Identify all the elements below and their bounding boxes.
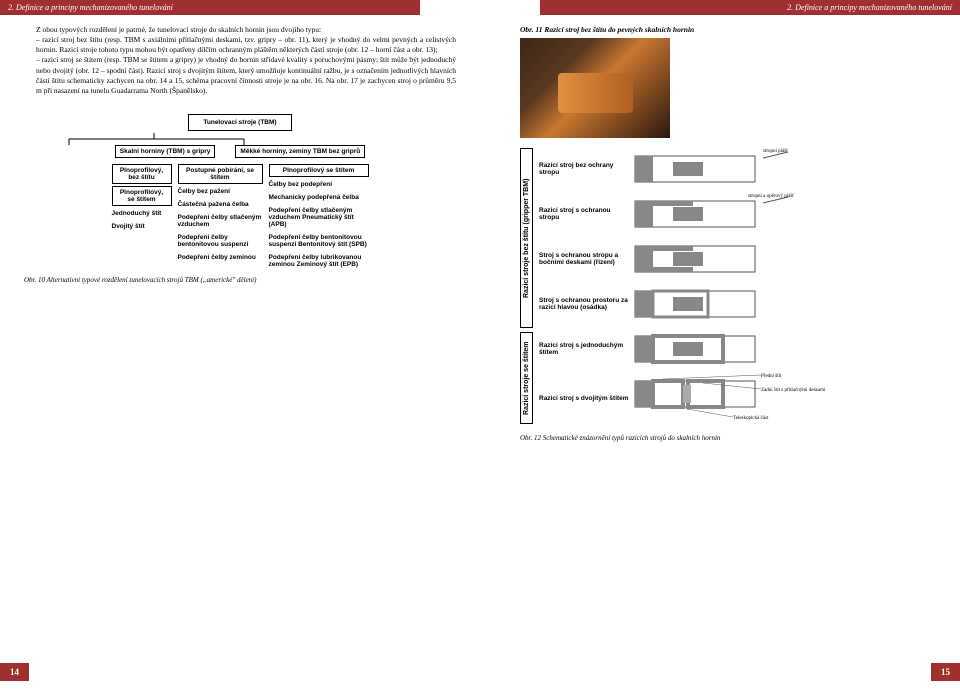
page-num-right: 15 bbox=[931, 663, 960, 681]
type-label-3: Stroj s ochranou prostoru za razicí hlav… bbox=[539, 297, 629, 311]
type-svg-1: stropní a opěrový plášť bbox=[633, 193, 936, 235]
node-b1i: Podepření čelby bentonitovou suspenzí bbox=[178, 232, 263, 250]
node-b1g: Částečná pažená čelba bbox=[178, 199, 263, 210]
fig11-caption: Obr. 11 Razicí stroj bez štítu do pevnýc… bbox=[520, 25, 936, 34]
node-b2d: Podepření čelby stlačeným vzduchem Pneum… bbox=[269, 205, 369, 230]
type-svg-2 bbox=[633, 238, 936, 280]
svg-text:Teleskopická část: Teleskopická část bbox=[733, 416, 769, 421]
type-label-5: Razicí stroj s dvojitým štítem bbox=[539, 395, 629, 402]
left-caption: Obr. 10 Alternativní typové rozdělení tu… bbox=[24, 276, 456, 284]
node-b1b: Plnoprofilový, se štítem bbox=[112, 186, 172, 206]
node-branch2: Měkké horniny, zeminy TBM bez griprů bbox=[235, 145, 365, 158]
body-bullet1: – razicí stroj bez štítu (resp. TBM s ax… bbox=[24, 35, 456, 55]
tbm-tree-diagram: Tunelovací stroje (TBM) Skalní horniny (… bbox=[24, 114, 456, 270]
type-svg-4 bbox=[633, 328, 936, 370]
node-b1c: Jednoduchý štít bbox=[112, 208, 172, 219]
chapter-header-right: 2. Definice a principy mechanizovaného t… bbox=[540, 0, 960, 15]
node-b2a: Plnoprofilový se štítem bbox=[269, 164, 369, 177]
type-label-0: Razicí stroj bez ochrany stropu bbox=[539, 162, 629, 176]
node-b2c: Mechanicky podepřená čelba bbox=[269, 192, 369, 203]
node-b1a: Plnoprofilový, bez štítu bbox=[112, 164, 172, 184]
node-b2b: Čelby bez podepření bbox=[269, 179, 369, 190]
right-caption: Obr. 12 Schematické znázornění typů razi… bbox=[520, 434, 936, 442]
type-row-1: Razicí stroj s ochranou stropu stropní a… bbox=[539, 193, 936, 235]
type-svg-5: Přední štít Zadní štít s přítlačnými des… bbox=[633, 373, 936, 423]
body-bullet2: – razicí stroj se štítem (resp. TBM se š… bbox=[24, 55, 456, 96]
type-row-4: Razicí stroj s jednoduchým štítem bbox=[539, 328, 936, 370]
node-b2f: Podepření čelby lubrikovanou zeminou Zem… bbox=[269, 252, 369, 270]
node-b1h: Podepření čelby stlačeným vzduchem bbox=[178, 212, 263, 230]
type-label-1: Razicí stroj s ochranou stropu bbox=[539, 207, 629, 221]
body-para1: Z obou typových rozdělení je patrné, že … bbox=[24, 25, 456, 35]
node-root: Tunelovací stroje (TBM) bbox=[188, 114, 291, 131]
left-page: 2. Definice a principy mechanizovaného t… bbox=[0, 0, 480, 689]
page-num-left: 14 bbox=[0, 663, 29, 681]
right-content: Obr. 11 Razicí stroj bez štítu do pevnýc… bbox=[480, 15, 960, 452]
vert-label-gripper: Razicí stroje bez štítu (gripper TBM) bbox=[520, 148, 533, 328]
node-b1e: Postupné pobírání, se štítem bbox=[178, 164, 263, 184]
type-row-5: Razicí stroj s dvojitým štítem Přední št… bbox=[539, 373, 936, 423]
node-branch1: Skalní horniny (TBM) s gripry bbox=[115, 145, 216, 158]
svg-text:stropní a opěrový plášť: stropní a opěrový plášť bbox=[748, 194, 795, 199]
type-svg-3 bbox=[633, 283, 936, 325]
left-content: Z obou typových rozdělení je patrné, že … bbox=[0, 15, 480, 294]
svg-text:stropní plášť: stropní plášť bbox=[763, 149, 789, 154]
node-b1j: Podepření čelby zeminou bbox=[178, 252, 263, 263]
vert-label-shield: Razicí stroje se štítem bbox=[520, 332, 533, 424]
type-svg-0: stropní plášť bbox=[633, 148, 936, 190]
chapter-header-left: 2. Definice a principy mechanizovaného t… bbox=[0, 0, 420, 15]
svg-text:Zadní štít s přítlačnými deska: Zadní štít s přítlačnými deskami bbox=[761, 388, 826, 393]
type-list: Razicí stroj bez ochrany stropu stropní … bbox=[539, 148, 936, 424]
right-page: 2. Definice a principy mechanizovaného t… bbox=[480, 0, 960, 689]
type-label-2: Stroj s ochranou stropu a bočními deskam… bbox=[539, 252, 629, 266]
node-b1d: Dvojitý štít bbox=[112, 221, 172, 232]
node-b1f: Čelby bez pažení bbox=[178, 186, 263, 197]
svg-text:Přední štít: Přední štít bbox=[761, 374, 782, 379]
type-row-0: Razicí stroj bez ochrany stropu stropní … bbox=[539, 148, 936, 190]
node-b2e: Podepření čelby bentonitovou suspenzí Be… bbox=[269, 232, 369, 250]
type-label-4: Razicí stroj s jednoduchým štítem bbox=[539, 342, 629, 356]
tbm-photo bbox=[520, 38, 670, 138]
tbm-types-diagram: Razicí stroje bez štítu (gripper TBM) Ra… bbox=[520, 148, 936, 424]
type-row-2: Stroj s ochranou stropu a bočními deskam… bbox=[539, 238, 936, 280]
type-row-3: Stroj s ochranou prostoru za razicí hlav… bbox=[539, 283, 936, 325]
